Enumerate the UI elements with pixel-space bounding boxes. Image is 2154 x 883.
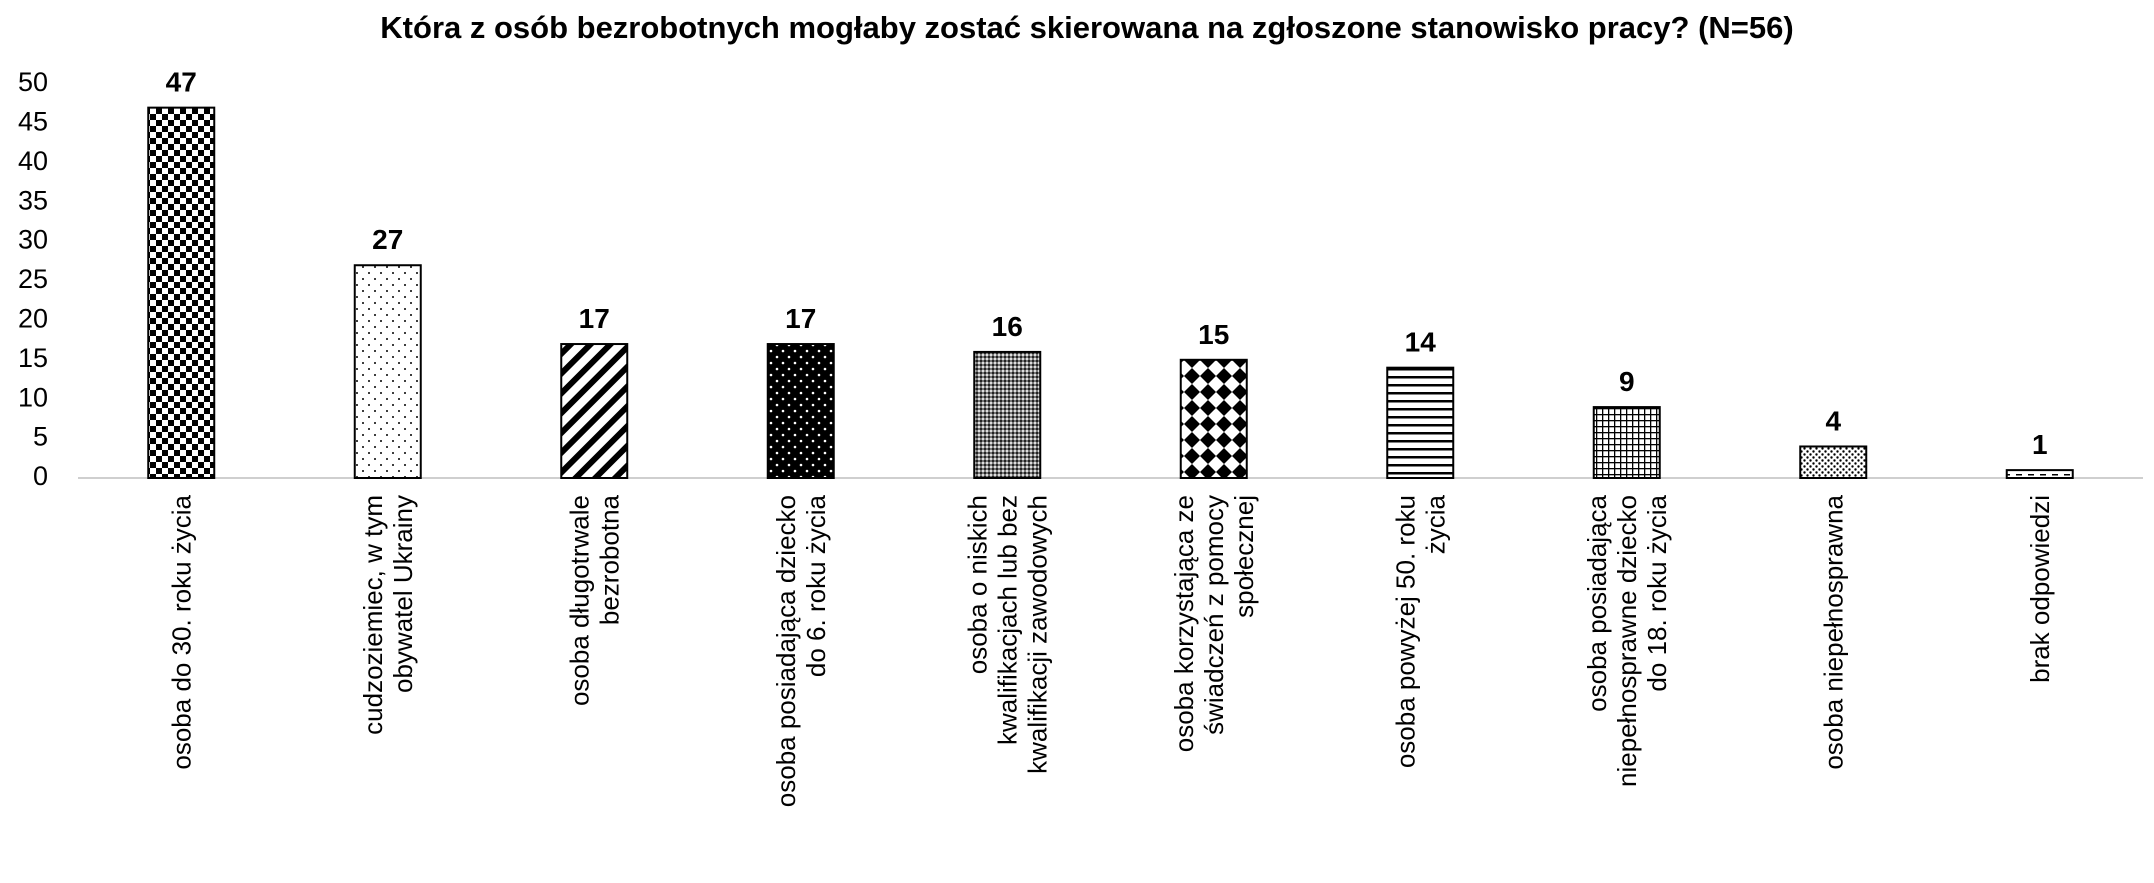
data-label: 16 <box>992 311 1023 342</box>
bar <box>560 343 629 480</box>
data-label: 9 <box>1619 366 1635 397</box>
y-tick-label: 45 <box>18 107 48 137</box>
y-tick-label: 20 <box>18 304 48 334</box>
x-tick-label: osoba powyżej 50. rokużycia <box>1390 494 1450 768</box>
x-tick-label: osoba do 30. roku życia <box>166 494 196 769</box>
data-label: 17 <box>785 303 816 334</box>
data-label: 4 <box>1825 405 1841 436</box>
data-label: 15 <box>1198 319 1229 350</box>
x-tick-label: osoba długotrwalebezrobotna <box>564 494 624 706</box>
y-tick-label: 0 <box>33 461 48 491</box>
y-tick-label: 30 <box>18 225 48 255</box>
x-tick-label: osoba korzystająca zeświadczeń z pomocys… <box>1169 495 1259 752</box>
data-label: 17 <box>579 303 610 334</box>
x-tick-label: brak odpowiedzi <box>2025 495 2055 683</box>
bar <box>2005 469 2074 479</box>
bar <box>1179 358 1248 479</box>
bar <box>1592 406 1661 479</box>
x-tick-label: osoba o niskichkwalifikacjach lub bezkwa… <box>962 495 1052 774</box>
data-label: 47 <box>166 67 197 98</box>
bar <box>147 106 216 479</box>
data-label: 14 <box>1405 327 1437 358</box>
bar <box>1386 366 1455 479</box>
bar <box>973 350 1042 480</box>
x-tick-label: osoba posiadająca dzieckodo 6. roku życi… <box>771 494 831 807</box>
bar <box>353 264 422 479</box>
x-tick-label: osoba posiadającaniepełnosprawne dziecko… <box>1582 494 1672 787</box>
chart-title: Która z osób bezrobotnych mogłaby zostać… <box>380 10 1793 45</box>
y-tick-label: 5 <box>33 422 48 452</box>
y-tick-label: 10 <box>18 382 48 412</box>
bar <box>1799 445 1868 480</box>
y-tick-label: 50 <box>18 67 48 97</box>
x-tick-label: osoba niepełnosprawna <box>1818 494 1848 769</box>
y-tick-label: 40 <box>18 146 48 176</box>
data-label: 27 <box>372 224 403 255</box>
data-label: 1 <box>2032 429 2048 460</box>
y-tick-label: 15 <box>18 343 48 373</box>
y-tick-label: 35 <box>18 185 48 215</box>
bar <box>766 343 835 480</box>
y-tick-label: 25 <box>18 264 48 294</box>
x-tick-label: cudzoziemiec, w tymobywatel Ukrainy <box>358 495 418 735</box>
